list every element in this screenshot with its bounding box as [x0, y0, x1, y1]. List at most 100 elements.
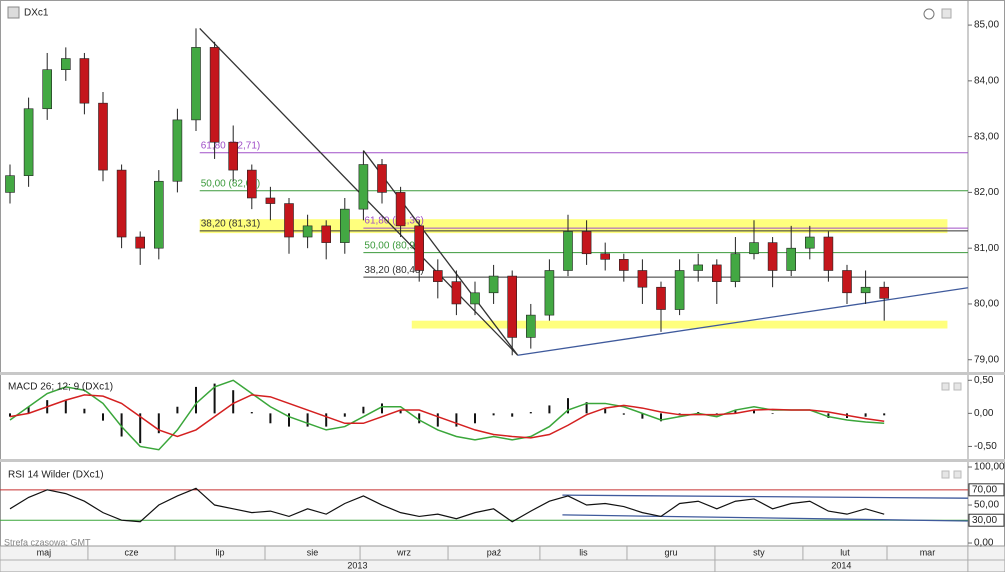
histogram-bar: [64, 400, 67, 414]
year-label: 2013: [347, 560, 367, 570]
fib-label: 38,20 (81,31): [201, 219, 261, 230]
candle-body: [767, 242, 778, 271]
panel-button[interactable]: [941, 470, 950, 479]
candle-body: [98, 102, 108, 171]
histogram-bar: [474, 413, 476, 424]
histogram-bar: [883, 413, 886, 416]
candle-body: [339, 208, 350, 243]
candle-body: [507, 275, 518, 338]
trendline: [562, 494, 968, 499]
chart-title[interactable]: DXc1: [24, 8, 49, 19]
timezone-note: Strefa czasowa: GMT: [4, 537, 91, 547]
histogram-bar: [604, 408, 607, 414]
panel-divider: [0, 459, 1005, 462]
histogram-bar: [492, 413, 495, 416]
candle-body: [414, 225, 425, 271]
histogram-bar: [83, 408, 86, 414]
y-tick-label: 79,00: [974, 354, 999, 365]
y-tick-label: 50,00: [974, 500, 999, 511]
histogram-bar: [548, 405, 551, 414]
histogram-bar: [827, 413, 830, 418]
histogram-bar: [436, 413, 439, 427]
candle-body: [265, 197, 276, 204]
time-axis: [0, 545, 1005, 572]
histogram-bar: [176, 406, 179, 414]
candle-body: [284, 203, 294, 238]
month-label: sie: [307, 547, 319, 557]
candle-body: [786, 247, 797, 271]
y-tick-label: 83,00: [974, 131, 999, 142]
candle-body: [358, 164, 369, 210]
clock-icon[interactable]: [923, 8, 935, 20]
panel-title[interactable]: RSI 14 Wilder (DXc1): [8, 470, 104, 481]
candle-body: [172, 119, 183, 182]
candle-body: [637, 270, 648, 288]
trendline: [362, 150, 519, 356]
rsi-line: [9, 487, 885, 523]
candle-body: [674, 270, 685, 310]
candle-body: [228, 141, 238, 171]
histogram-bar: [399, 410, 402, 414]
candle-body: [5, 175, 15, 193]
candle-body: [823, 236, 834, 271]
panel-divider: [0, 372, 1005, 375]
histogram-bar: [139, 413, 142, 444]
plot-layer: 85,00 84,00 83,00 82,00 81,00 80,00 79,00 61,80…: [0, 20, 1005, 572]
y-tick-label: -0,50: [974, 441, 997, 452]
panel-title[interactable]: MACD 26; 12; 9 (DXc1): [8, 382, 113, 393]
trendline: [517, 287, 968, 356]
zone: [199, 219, 948, 234]
fib-label: 50,00 (80,92): [364, 240, 424, 251]
candle-body: [581, 231, 592, 255]
candle-body: [451, 281, 462, 305]
histogram-bar: [325, 413, 328, 427]
candle-body: [711, 264, 722, 282]
candle-body: [432, 270, 443, 282]
histogram-bar: [585, 402, 588, 414]
histogram-bar: [27, 406, 30, 414]
candle-body: [563, 231, 573, 271]
level-label-box: [968, 483, 1005, 497]
panel-button[interactable]: [941, 382, 950, 391]
month-label: maj: [37, 547, 52, 557]
histogram-bar: [753, 410, 755, 414]
candle-body: [191, 47, 201, 121]
candle-body: [116, 169, 127, 238]
candle-body: [302, 225, 313, 238]
candle-body: [618, 259, 629, 271]
panel-button[interactable]: [953, 470, 962, 479]
histogram-bar: [567, 398, 569, 414]
candle-body: [656, 286, 666, 310]
candle-body: [860, 286, 871, 294]
histogram-bar: [734, 410, 737, 414]
histogram-bar: [250, 412, 253, 414]
panel-button[interactable]: [953, 382, 962, 391]
histogram-bar: [120, 413, 123, 437]
macd-line: [9, 379, 885, 451]
histogram-bar: [455, 413, 458, 427]
y-tick-label: 0,00: [974, 408, 994, 419]
month-label: cze: [124, 547, 138, 557]
symbol-icon[interactable]: [7, 6, 20, 19]
candle-body: [377, 164, 387, 193]
y-tick-label: 84,00: [974, 75, 999, 86]
histogram-bar: [343, 413, 346, 417]
histogram-bar: [771, 413, 774, 415]
year-label: 2014: [831, 560, 851, 570]
candle-body: [804, 236, 815, 249]
y-tick-label: 0,00: [974, 538, 994, 549]
histogram-bar: [511, 413, 514, 417]
zone: [411, 320, 948, 329]
fib-label: 50,00 (82,03): [201, 178, 261, 189]
month-label: lip: [215, 547, 224, 557]
panel-button[interactable]: [941, 8, 952, 19]
level-label: 70,00: [972, 484, 997, 495]
y-tick-label: 0,50: [974, 375, 994, 386]
histogram-bar: [213, 383, 216, 414]
month-label: gru: [664, 547, 677, 557]
candle-body: [79, 58, 90, 104]
histogram-bar: [9, 413, 11, 417]
month-label: sty: [753, 547, 765, 557]
